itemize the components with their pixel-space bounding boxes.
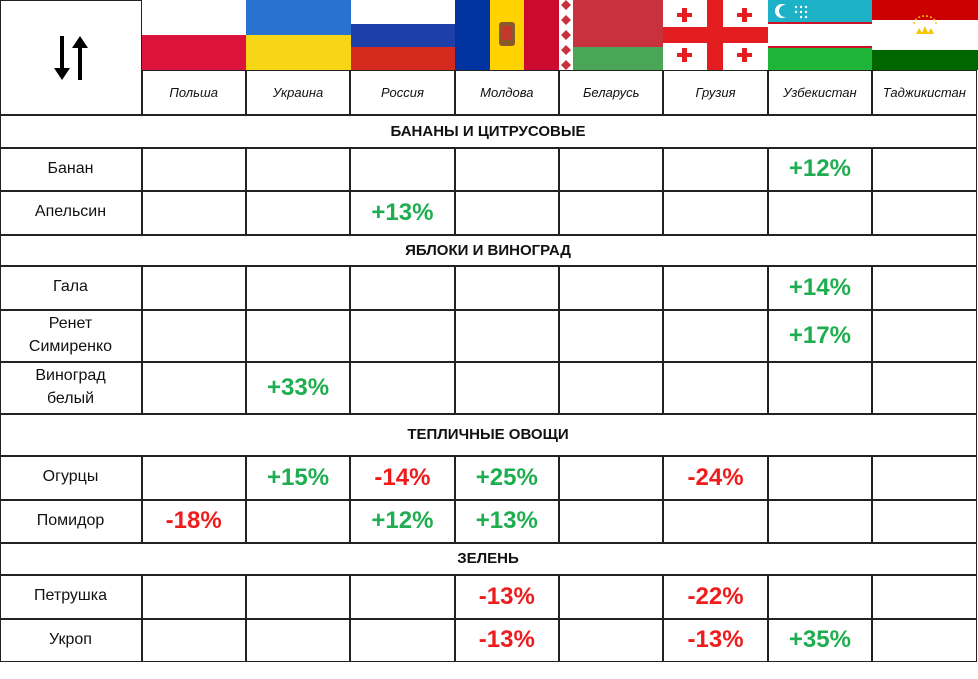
empty-cell	[141, 574, 246, 619]
empty-cell	[141, 455, 246, 500]
value-cell: -14%	[350, 455, 455, 500]
empty-cell	[141, 361, 246, 414]
empty-cell	[559, 499, 664, 543]
value-cell: -24%	[663, 455, 768, 500]
empty-cell	[454, 265, 559, 310]
empty-cell	[245, 147, 351, 191]
empty-cell	[454, 361, 559, 414]
value-cell: -13%	[454, 574, 559, 619]
empty-cell	[767, 361, 873, 414]
empty-cell	[663, 265, 768, 310]
value-cell: +15%	[245, 455, 351, 500]
empty-cell	[350, 618, 455, 662]
empty-cell	[350, 147, 455, 191]
section-title: ЗЕЛЕНЬ	[0, 542, 977, 575]
row-name: Петрушка	[0, 574, 142, 619]
flag-belarus	[559, 0, 663, 70]
flag-georgia	[663, 0, 768, 70]
value-cell: +12%	[767, 147, 873, 191]
flag-russia	[351, 0, 455, 70]
empty-cell	[454, 190, 559, 235]
value-cell: -13%	[454, 618, 559, 662]
section-title: БАНАНЫ И ЦИТРУСОВЫЕ	[0, 114, 977, 148]
value-cell: +35%	[767, 618, 873, 662]
empty-cell	[559, 574, 664, 619]
empty-cell	[350, 309, 455, 362]
row-name: Огурцы	[0, 455, 142, 500]
empty-cell	[559, 265, 664, 310]
empty-cell	[245, 309, 351, 362]
row-name: Виноград белый	[0, 361, 142, 414]
row-name: Ренет Симиренко	[0, 309, 142, 362]
value-cell: +13%	[350, 190, 455, 235]
empty-cell	[245, 499, 351, 543]
empty-cell	[141, 147, 246, 191]
empty-cell	[559, 309, 664, 362]
empty-cell	[245, 574, 351, 619]
corner-cell	[0, 0, 142, 115]
empty-cell	[245, 190, 351, 235]
section-title: ЯБЛОКИ И ВИНОГРАД	[0, 234, 977, 266]
flag-ukraine	[246, 0, 351, 70]
empty-cell	[245, 618, 351, 662]
empty-cell	[559, 361, 664, 414]
empty-cell	[663, 361, 768, 414]
row-name: Помидор	[0, 499, 142, 543]
flag-tajikistan	[872, 0, 978, 70]
value-cell: +14%	[767, 265, 873, 310]
empty-cell	[454, 309, 559, 362]
empty-cell	[663, 147, 768, 191]
flags	[54, 0, 978, 80]
empty-cell	[767, 499, 873, 543]
row-name: Банан	[0, 147, 142, 191]
value-cell: +12%	[350, 499, 455, 543]
empty-cell	[767, 190, 873, 235]
empty-cell	[872, 147, 977, 191]
empty-cell	[141, 309, 246, 362]
value-cell: -22%	[663, 574, 768, 619]
empty-cell	[559, 147, 664, 191]
value-cell: -13%	[663, 618, 768, 662]
empty-cell	[559, 618, 664, 662]
empty-cell	[559, 190, 664, 235]
value-cell: +17%	[767, 309, 873, 362]
empty-cell	[872, 361, 977, 414]
section-title: ТЕПЛИЧНЫЕ ОВОЩИ	[0, 413, 977, 456]
empty-cell	[141, 618, 246, 662]
empty-cell	[872, 455, 977, 500]
empty-cell	[767, 574, 873, 619]
empty-cell	[141, 190, 246, 235]
empty-cell	[454, 147, 559, 191]
value-cell: +33%	[245, 361, 351, 414]
value-cell: -18%	[141, 499, 246, 543]
empty-cell	[872, 499, 977, 543]
empty-cell	[350, 574, 455, 619]
empty-cell	[663, 499, 768, 543]
row-name: Апельсин	[0, 190, 142, 235]
empty-cell	[872, 618, 977, 662]
empty-cell	[872, 574, 977, 619]
empty-cell	[663, 309, 768, 362]
empty-cell	[350, 361, 455, 414]
flag-uzbekistan	[768, 0, 872, 70]
row-name: Укроп	[0, 618, 142, 662]
flag-poland	[142, 0, 246, 70]
empty-cell	[872, 190, 977, 235]
empty-cell	[141, 265, 246, 310]
empty-cell	[559, 455, 664, 500]
sort-icon	[54, 36, 88, 80]
value-cell: +25%	[454, 455, 559, 500]
value-cell: +13%	[454, 499, 559, 543]
empty-cell	[872, 309, 977, 362]
empty-cell	[872, 265, 977, 310]
empty-cell	[663, 190, 768, 235]
flag-moldova	[455, 0, 559, 70]
empty-cell	[350, 265, 455, 310]
empty-cell	[767, 455, 873, 500]
empty-cell	[245, 265, 351, 310]
row-name: Гала	[0, 265, 142, 310]
